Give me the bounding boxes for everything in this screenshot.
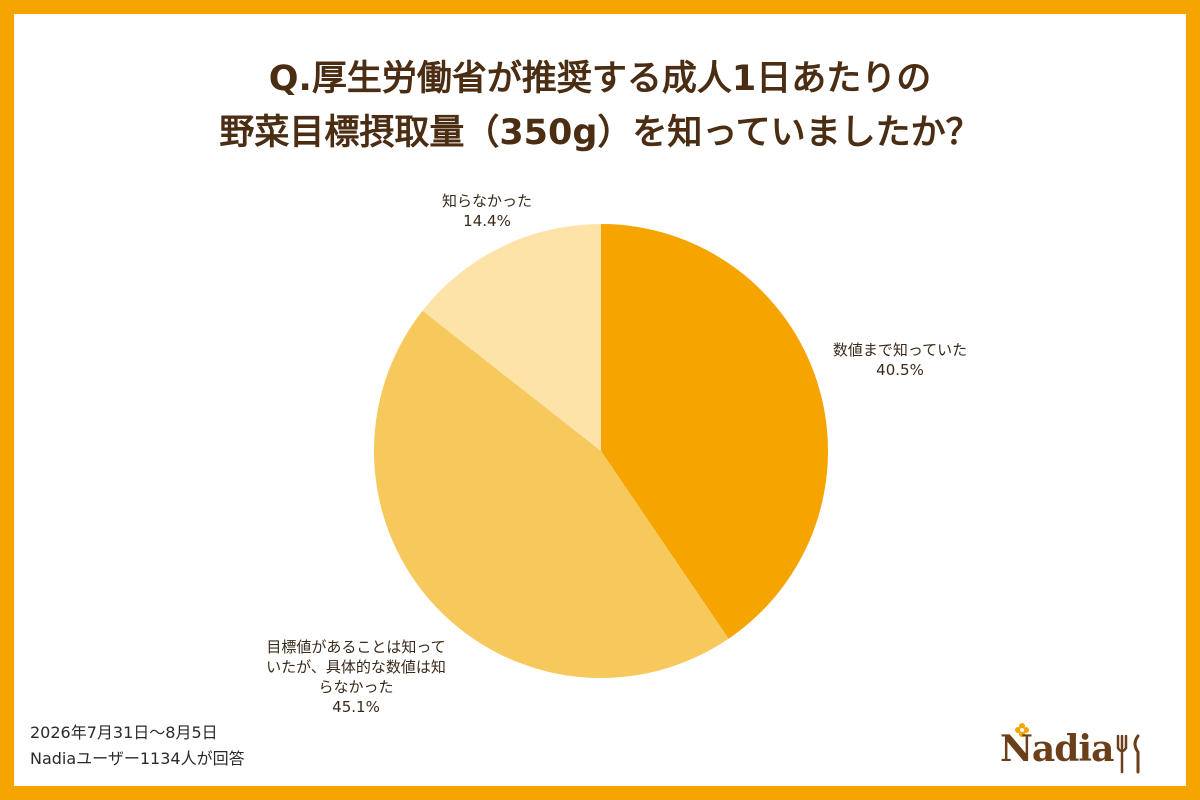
chart-title-line-1: Q.厚生労働省が推奨する成人1日あたりの — [268, 59, 932, 99]
pie-slice-0 — [601, 224, 829, 639]
slice-value-label-0: 40.5% — [876, 361, 924, 379]
nadia-logo: Nadia — [1000, 722, 1160, 778]
slice-category-label-1: らなかった — [318, 678, 393, 696]
pie-slice-2 — [422, 223, 601, 451]
survey-respondents: Nadiaユーザー1134人が回答 — [30, 749, 245, 768]
chart-title: Q.厚生労働省が推奨する成人1日あたりの 野菜目標摂取量（350g）を知っていま… — [0, 52, 1200, 160]
slice-category-label-2: 知らなかった — [442, 192, 532, 210]
slice-category-label-1: 目標値があることは知って — [266, 638, 445, 656]
slice-value-label-2: 14.4% — [463, 212, 511, 230]
slice-category-label-0: 数値まで知っていた — [833, 341, 967, 359]
pie-slice-1 — [373, 310, 729, 679]
survey-date: 2026年7月31日〜8月5日 — [30, 723, 218, 742]
logo-text: Nadia — [1000, 728, 1114, 770]
slice-category-label-1: いたが、具体的な数値は知 — [266, 658, 446, 676]
cutlery-icon — [1116, 734, 1140, 774]
flower-icon — [1015, 723, 1029, 737]
slice-value-label-1: 45.1% — [332, 698, 380, 716]
chart-title-line-2: 野菜目標摂取量（350g）を知っていましたか？ — [219, 113, 981, 153]
survey-footer: 2026年7月31日〜8月5日 Nadiaユーザー1134人が回答 — [30, 720, 245, 772]
